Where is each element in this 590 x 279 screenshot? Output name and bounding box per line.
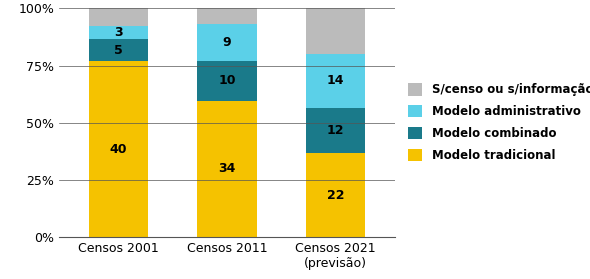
Bar [306, 153, 365, 237]
Text: 10: 10 [218, 74, 236, 87]
Bar [89, 26, 149, 39]
Bar [89, 39, 149, 61]
Bar [197, 8, 257, 25]
Bar [89, 61, 149, 237]
Bar [197, 101, 257, 237]
Bar [306, 8, 365, 54]
Legend: S/censo ou s/informação, Modelo administrativo, Modelo combinado, Modelo tradici: S/censo ou s/informação, Modelo administ… [408, 83, 590, 162]
Bar [197, 61, 257, 101]
Bar [197, 25, 257, 61]
Text: 14: 14 [327, 74, 345, 87]
Text: 12: 12 [327, 124, 345, 137]
Bar [306, 107, 365, 153]
Text: 40: 40 [110, 143, 127, 156]
Text: 3: 3 [114, 26, 123, 39]
Bar [306, 54, 365, 107]
Text: 9: 9 [223, 36, 231, 49]
Text: 34: 34 [218, 162, 236, 175]
Bar [89, 8, 149, 26]
Text: 22: 22 [327, 189, 345, 202]
Text: 5: 5 [114, 44, 123, 57]
